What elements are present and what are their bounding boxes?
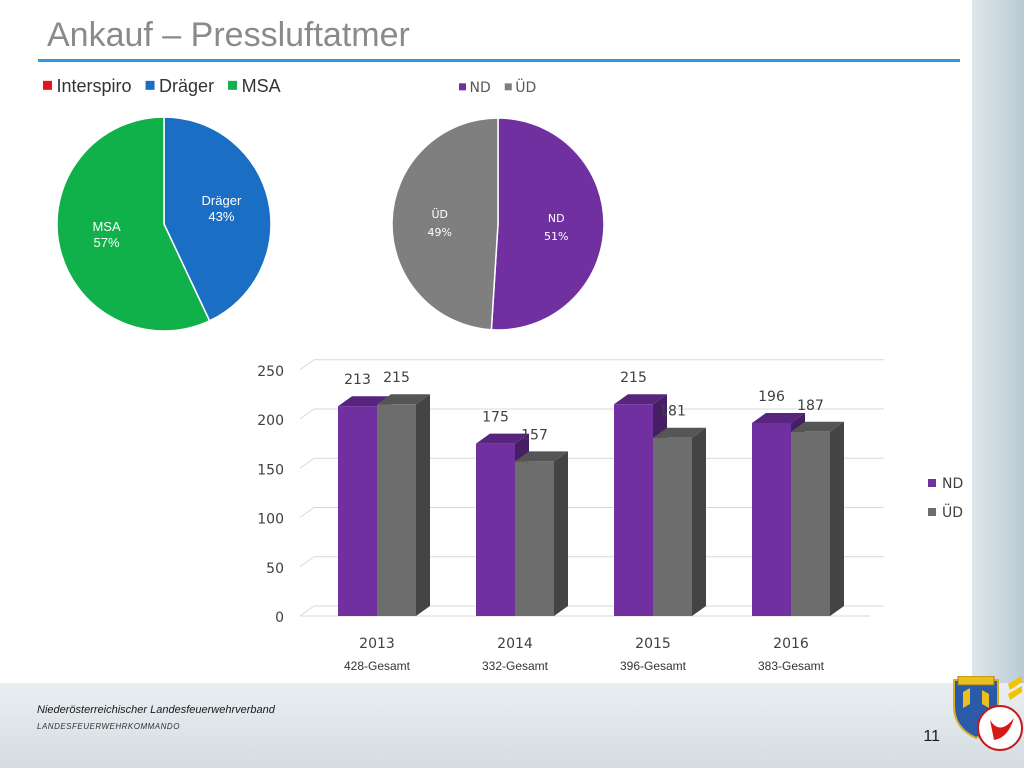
bar-data-label: 215	[383, 370, 410, 386]
x-tick-label: 2013	[359, 636, 395, 652]
x-sublabel: 332-Gesamt	[482, 659, 549, 673]
y-tick-label: 100	[257, 512, 284, 528]
bar-top	[515, 451, 568, 462]
bar-legend-label: ÜD	[942, 503, 963, 521]
footer-organization: Niederösterreichischer Landesfeuerwehrve…	[37, 704, 275, 716]
bar-nd-2016	[752, 422, 791, 616]
x-tick-label: 2014	[497, 636, 533, 652]
bar-top	[791, 421, 844, 432]
bar-top	[752, 412, 805, 423]
bar-üd-2014	[515, 461, 554, 616]
pie1-data-label: MSA	[92, 219, 121, 234]
pie1-legend-swatch	[228, 80, 238, 90]
fire-brigade-emblem-icon	[953, 676, 1023, 751]
pie1-legend-label: Interspiro	[57, 76, 132, 96]
page-title: Ankauf – Pressluftatmer	[47, 16, 410, 54]
gridline-side	[299, 556, 315, 568]
bar-nd-2014	[476, 443, 515, 616]
bar-üd-2015	[653, 437, 692, 616]
pie1-slice-dräger	[163, 116, 272, 322]
bar-data-label: 196	[758, 389, 785, 405]
y-tick-label: 250	[257, 364, 284, 380]
gridline-side	[299, 507, 315, 518]
pie1-legend-swatch	[145, 80, 155, 90]
bar-data-label: 175	[482, 410, 509, 426]
bar-nd-2013	[338, 406, 377, 616]
pie2-data-label: 51%	[544, 230, 568, 243]
gridline-side	[299, 457, 315, 469]
bar-legend-label: ND	[942, 476, 963, 492]
bar-side	[416, 394, 430, 616]
bar-side	[692, 427, 706, 616]
x-sublabel: 396-Gesamt	[620, 659, 687, 673]
footer-bar	[0, 683, 1024, 768]
bar-data-label: 213	[344, 372, 371, 388]
x-sublabel: 383-Gesamt	[758, 659, 825, 673]
pie1-legend-swatch	[43, 80, 52, 90]
gridline-side	[299, 359, 315, 371]
bar-üd-2016	[791, 431, 830, 616]
bar-top	[653, 427, 706, 438]
pie1-legend-label: Dräger	[159, 76, 214, 96]
bar-side	[554, 451, 568, 616]
bar-nd-2015	[614, 404, 653, 616]
pie2-legend-label: ND	[470, 80, 491, 96]
bar-top	[614, 394, 667, 405]
page-number: 11	[923, 728, 940, 745]
decorative-side-band	[972, 0, 1024, 768]
pie2-slice-üd	[391, 117, 499, 331]
pie2-slice-nd	[490, 117, 605, 331]
bar-side	[830, 421, 844, 616]
pie1-data-label: Dräger	[202, 193, 242, 208]
y-tick-label: 0	[275, 610, 284, 626]
bar-top	[476, 433, 529, 444]
y-tick-label: 150	[257, 462, 284, 478]
gridline-side	[299, 408, 315, 420]
pie1-data-label: 57%	[94, 235, 120, 250]
y-tick-label: 50	[266, 561, 284, 577]
pie2-data-label: ÜD	[431, 208, 448, 221]
x-tick-label: 2015	[635, 636, 671, 652]
bar-data-label: 187	[797, 398, 824, 414]
title-divider	[38, 59, 960, 62]
x-sublabel: 428-Gesamt	[344, 659, 411, 673]
bar-data-label: 181	[659, 404, 686, 420]
x-tick-label: 2016	[773, 636, 809, 652]
bar-legend-swatch	[928, 508, 936, 516]
gridline-side	[299, 605, 315, 617]
y-tick-label: 200	[257, 413, 284, 429]
bar-data-label: 157	[521, 427, 548, 443]
footer-command: Landesfeuerwehrkommando	[37, 718, 180, 732]
pie2-legend-label: ÜD	[515, 78, 536, 96]
bar-data-label: 215	[620, 370, 647, 386]
pie1-data-label: 43%	[208, 209, 234, 224]
pie1-legend-label: MSA	[242, 76, 281, 96]
pie2-legend-swatch	[459, 83, 466, 91]
pie2-data-label: ND	[548, 212, 565, 225]
bar-üd-2013	[377, 404, 416, 616]
pie2-data-label: 49%	[428, 226, 452, 239]
bar-top	[377, 394, 430, 405]
pie1-slice-msa	[56, 116, 211, 332]
bar-legend-swatch	[928, 479, 936, 487]
pie2-legend-swatch	[504, 83, 512, 91]
